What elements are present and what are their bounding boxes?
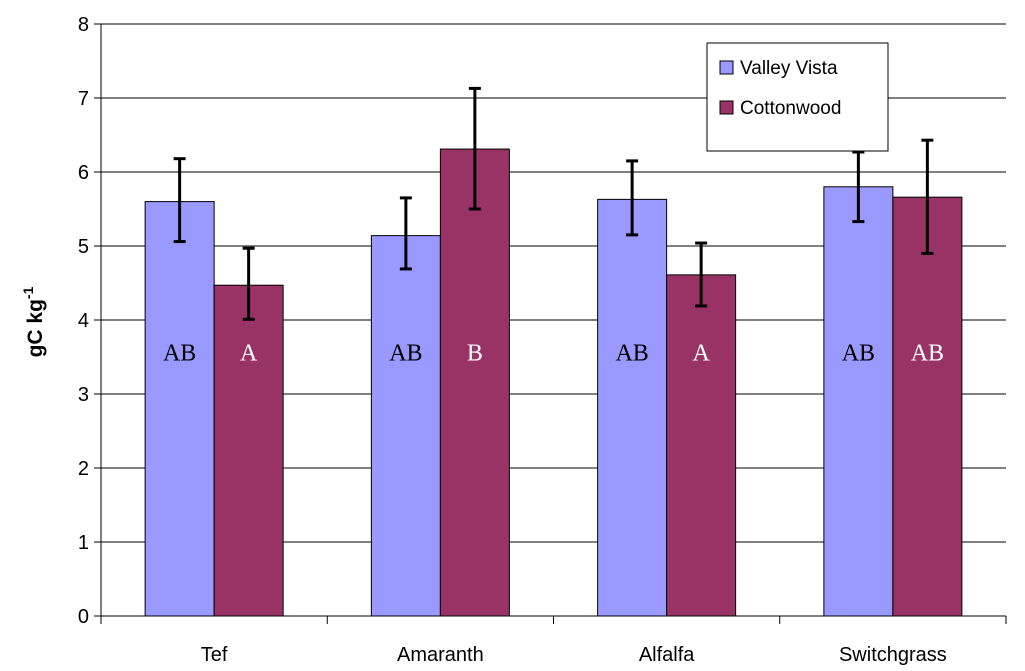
y-axis-title-superscript: -1 bbox=[20, 286, 36, 299]
axes: 0 1 2 3 4 5 6 7 8 Tef Amaranth Alfalfa Switchgrass bbox=[78, 14, 1007, 666]
bar bbox=[666, 274, 737, 617]
y-tick-label: 6 bbox=[78, 162, 89, 184]
bar bbox=[144, 201, 215, 617]
y-tick-label: 2 bbox=[78, 458, 89, 480]
x-category-label: Amaranth bbox=[397, 644, 484, 666]
bar-letter: A bbox=[240, 341, 258, 367]
bar-letter: AB bbox=[911, 341, 944, 367]
y-tick-label: 1 bbox=[78, 532, 89, 554]
y-tick-label: 7 bbox=[78, 88, 89, 110]
bar-letters: AB A AB B AB A AB AB bbox=[163, 341, 944, 367]
bar bbox=[370, 235, 441, 617]
bar bbox=[597, 198, 668, 617]
legend-swatch bbox=[719, 60, 734, 75]
bar-letter: AB bbox=[615, 341, 648, 367]
bar-letter: AB bbox=[842, 341, 875, 367]
bar-letter: AB bbox=[389, 341, 422, 367]
y-tick-label: 8 bbox=[78, 14, 89, 36]
bar-letter: B bbox=[467, 341, 483, 367]
legend-label: Valley Vista bbox=[740, 58, 838, 79]
y-axis-title: gC kg-1 bbox=[20, 286, 47, 357]
x-category-label: Tef bbox=[201, 644, 228, 666]
bar bbox=[892, 196, 963, 617]
bar bbox=[439, 148, 510, 617]
bar bbox=[213, 284, 284, 617]
y-axis-title-main: gC kg bbox=[24, 299, 47, 357]
bars bbox=[144, 148, 963, 617]
error-bars bbox=[173, 86, 934, 321]
bar-letter: A bbox=[692, 341, 710, 367]
bar bbox=[823, 186, 894, 617]
x-category-label: Switchgrass bbox=[839, 644, 947, 666]
y-tick-label: 5 bbox=[78, 236, 89, 258]
legend-swatch bbox=[719, 100, 734, 115]
y-tick-label: 3 bbox=[78, 384, 89, 406]
bar-letter: AB bbox=[163, 341, 196, 367]
y-tick-label: 0 bbox=[78, 606, 89, 628]
x-category-label: Alfalfa bbox=[639, 644, 695, 666]
legend-label: Cottonwood bbox=[740, 98, 841, 119]
legend-box bbox=[706, 42, 889, 152]
y-tick-label: 4 bbox=[78, 310, 89, 332]
legend: Valley Vista Cottonwood bbox=[706, 42, 889, 152]
